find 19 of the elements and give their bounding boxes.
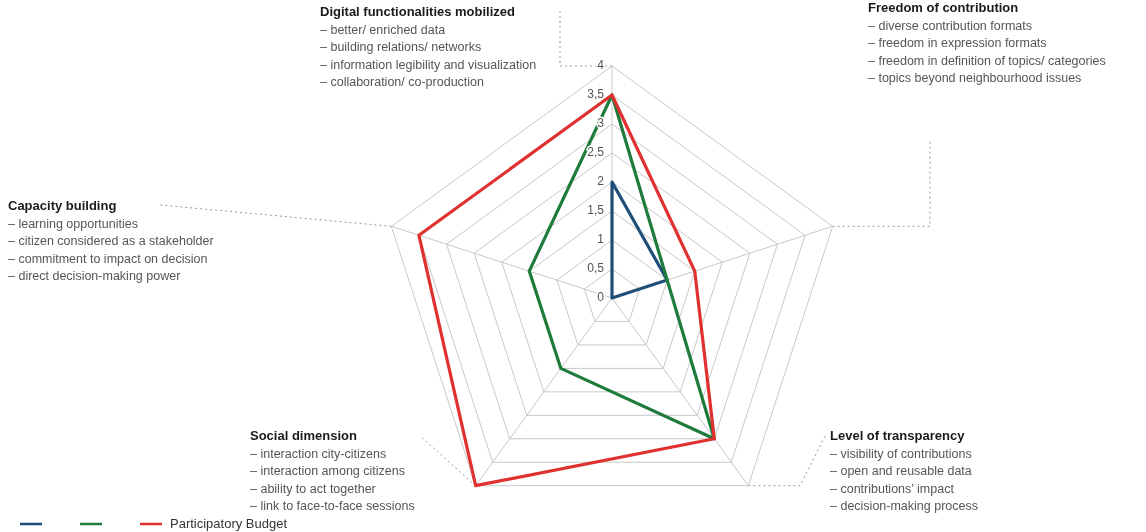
spoke-label: Level of transparency — [830, 428, 966, 443]
text: – interaction city-citizens – interaction among citizens – ability to act together – link to face-to-face sessions — [250, 446, 415, 513]
y-tick-label: 1,5 — [587, 203, 605, 218]
text: – visibility of contributions – open and reusable data – contributions’ impact – decision-making process — [830, 446, 978, 513]
text: – better/ enriched data – building relations/ networks – information legibility and visualization – collaboration/ co-production — [320, 22, 537, 89]
legend-label: Participatory Budget — [170, 516, 288, 531]
y-tick-label: 4 — [597, 58, 605, 73]
spoke-label: Freedom of contribution — [868, 0, 1019, 15]
y-tick-label: 1 — [597, 232, 605, 247]
y-tick-label: 2,5 — [587, 145, 605, 160]
y-tick-label: 3,5 — [587, 87, 605, 102]
y-tick-label: 0 — [597, 290, 605, 305]
spoke-label: Digital functionalities mobilized — [320, 4, 516, 19]
spoke-label: Social dimension — [250, 428, 357, 443]
y-tick-label: 0,5 — [587, 261, 605, 276]
text: – diverse contribution formats – freedom in expression formats – freedom in definition of topics/ categories – topics beyond neighbourhood issues — [868, 18, 1106, 85]
text: – learning opportunities – citizen considered as a stakeholder – commitment to impact on decision – direct decision-making power — [8, 216, 214, 283]
y-tick-label: 2 — [597, 174, 605, 189]
spoke-label: Capacity building — [8, 198, 117, 213]
